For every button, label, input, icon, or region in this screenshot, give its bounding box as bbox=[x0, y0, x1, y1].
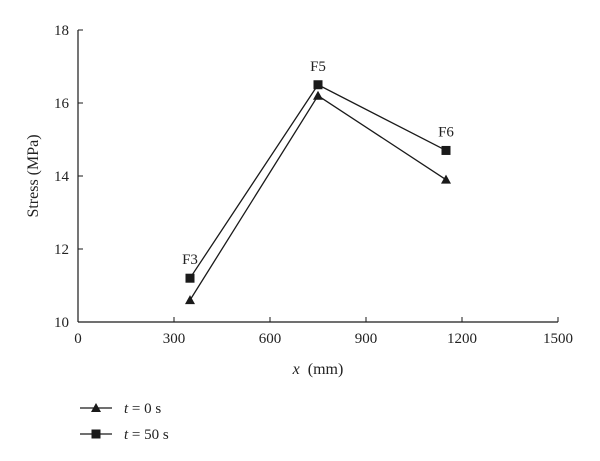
y-axis-title: Stress (MPa) bbox=[25, 134, 42, 217]
y-axis-ticks: 10 12 14 16 18 bbox=[54, 23, 83, 331]
legend-variable: t bbox=[124, 401, 129, 417]
x-tick-label: 300 bbox=[163, 331, 186, 347]
series-triangle bbox=[185, 90, 451, 305]
x-axis-title: x (mm) bbox=[292, 361, 344, 378]
x-tick-label: 900 bbox=[355, 331, 378, 347]
legend-marker-square bbox=[91, 429, 101, 439]
y-tick-label: 18 bbox=[54, 23, 69, 39]
legend-text: = 50 s bbox=[128, 427, 169, 443]
data-point-square bbox=[313, 80, 323, 90]
x-tick-label: 1200 bbox=[447, 331, 477, 347]
data-point-triangle bbox=[185, 295, 195, 305]
series-layer bbox=[185, 80, 451, 305]
series-line-triangle bbox=[189, 94, 447, 301]
legend-item: t = 0 s bbox=[80, 401, 161, 417]
x-tick-label: 600 bbox=[259, 331, 282, 347]
series-square bbox=[185, 80, 451, 283]
x-axis-unit: (mm) bbox=[308, 361, 344, 378]
point-label: F3 bbox=[182, 252, 198, 268]
y-tick-label: 14 bbox=[54, 169, 70, 185]
y-tick-label: 16 bbox=[54, 96, 70, 112]
x-tick-label: 1500 bbox=[543, 331, 573, 347]
y-tick-label: 12 bbox=[54, 242, 69, 258]
legend-variable: t bbox=[124, 427, 129, 443]
point-labels: F3 F5 F6 bbox=[182, 59, 454, 268]
point-label: F6 bbox=[438, 124, 454, 140]
legend-label: t = 50 s bbox=[124, 427, 169, 443]
legend-text: = 0 s bbox=[128, 401, 161, 417]
x-tick-label: 0 bbox=[74, 331, 82, 347]
y-tick-label: 10 bbox=[54, 315, 69, 331]
plot-area: 0 300 600 900 1200 1500 10 12 14 16 18 F3 F5 F6 bbox=[54, 23, 573, 347]
point-label: F5 bbox=[310, 59, 326, 75]
data-point-triangle bbox=[441, 174, 451, 184]
data-point-triangle bbox=[313, 90, 323, 100]
series-line-square bbox=[189, 83, 447, 279]
data-point-square bbox=[185, 273, 195, 283]
x-axis-ticks: 0 300 600 900 1200 1500 bbox=[74, 317, 573, 347]
legend-item: t = 50 s bbox=[80, 427, 169, 443]
x-axis-variable: x bbox=[292, 361, 300, 378]
legend-label: t = 0 s bbox=[124, 401, 161, 417]
data-point-square bbox=[441, 145, 451, 155]
legend-marker-triangle bbox=[91, 403, 101, 412]
legend: t = 0 st = 50 s bbox=[80, 401, 169, 443]
